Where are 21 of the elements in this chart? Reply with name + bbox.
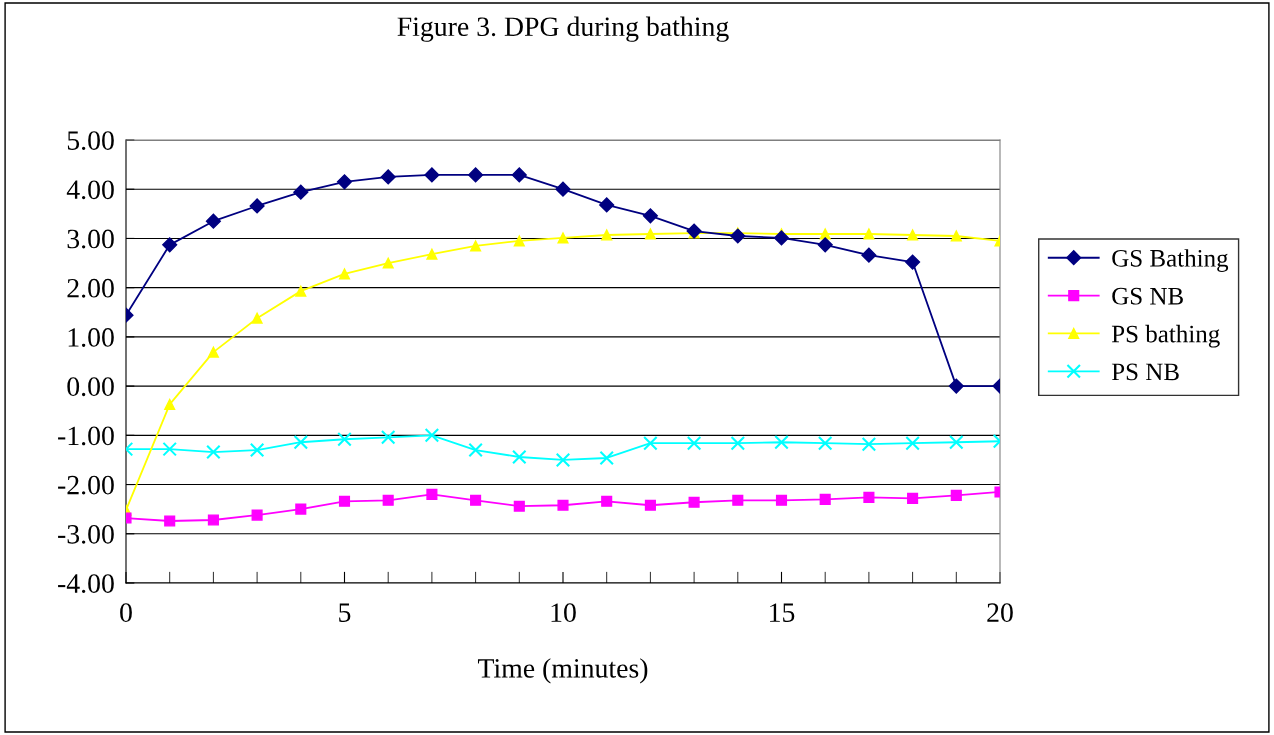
y-tick-label: -1.00 <box>58 426 114 446</box>
legend-label: GS Bathing <box>1112 249 1229 272</box>
y-tick-label: -3.00 <box>58 524 114 544</box>
x-tick-label: 10 <box>551 603 576 622</box>
x-tick-label: 0 <box>120 603 132 622</box>
y-tick-label: 0.00 <box>67 377 114 397</box>
y-tick-label: 5.00 <box>67 131 114 151</box>
legend-label: PS NB <box>1111 363 1179 381</box>
y-tick-label: 4.00 <box>66 180 114 200</box>
x-tick-label: 15 <box>770 603 795 622</box>
legend-label: PS bathing <box>1111 324 1220 348</box>
y-tick-label: 2.00 <box>67 278 114 298</box>
x-tick-label: 5 <box>339 603 351 622</box>
y-tick-label: 3.00 <box>67 229 114 249</box>
y-tick-label: -4.00 <box>58 574 114 594</box>
y-tick-label: -2.00 <box>58 475 114 495</box>
x-axis-title: Time (minutes) <box>477 658 648 684</box>
legend-label: GS NB <box>1112 287 1183 305</box>
y-tick-label: 1.00 <box>68 328 114 347</box>
x-tick-label: 20 <box>987 603 1013 622</box>
chart-title: Figure 3. DPG during bathing <box>397 16 729 42</box>
